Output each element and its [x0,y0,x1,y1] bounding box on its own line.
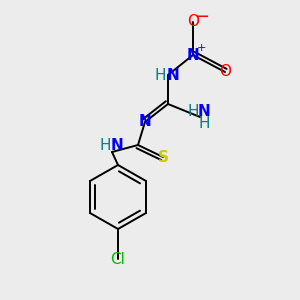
Text: O: O [219,64,231,80]
Text: N: N [198,104,210,119]
Text: H: H [198,116,210,131]
Text: −: − [194,8,210,26]
Text: O: O [187,14,199,29]
Text: H: H [99,139,111,154]
Text: N: N [167,68,179,82]
Text: N: N [187,47,200,62]
Text: Cl: Cl [111,251,125,266]
Text: N: N [111,139,123,154]
Text: +: + [196,43,206,53]
Text: N: N [139,115,152,130]
Text: S: S [158,149,169,164]
Text: H: H [187,104,199,119]
Text: H: H [154,68,166,82]
